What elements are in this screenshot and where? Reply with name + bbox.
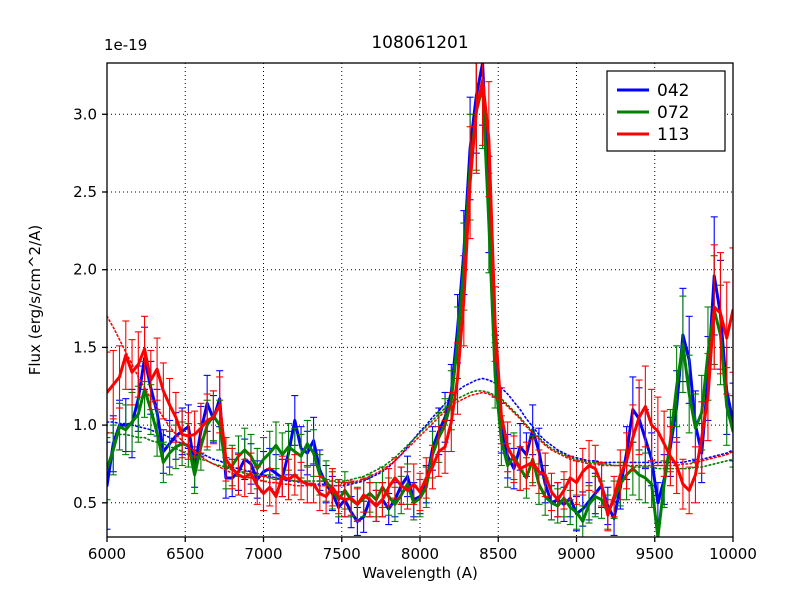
y-tick-label: 1.0 [73,416,97,434]
legend-item-072[interactable]: 072 [617,103,689,123]
x-tick-label: 6500 [166,545,204,563]
legend-label-042: 042 [657,81,689,101]
legend-label-113: 113 [657,125,689,145]
y-axis-offset-label: 1e-19 [104,36,147,54]
x-tick-label: 10000 [709,545,757,563]
y-tick-label: 3.0 [73,105,97,123]
page-title: 108061201 [371,33,468,53]
tick-labels: 6000 6500 7000 7500 8000 8500 9000 9500 10000 0.5… [73,105,757,563]
legend-label-072: 072 [657,103,689,123]
x-tick-label: 9000 [557,545,595,563]
spectrum-line-113 [107,78,733,517]
x-tick-label: 8500 [479,545,517,563]
y-axis-label: Flux (erg/s/cm^2/A) [26,225,44,376]
y-tick-label: 0.5 [73,494,97,512]
model-curve-113 [107,315,733,487]
legend-item-042[interactable]: 042 [617,81,689,101]
x-tick-label: 7500 [323,545,361,563]
y-tick-label: 2.5 [73,183,97,201]
x-tick-label: 9500 [636,545,674,563]
grid-layer [107,63,733,537]
legend-item-113[interactable]: 113 [617,125,689,145]
model-curve-042 [107,377,733,487]
x-tick-label: 8000 [401,545,439,563]
tick-marks [102,113,734,542]
series-113 [107,63,733,532]
y-tick-label: 2.0 [73,261,97,279]
x-tick-label: 6000 [88,545,126,563]
x-tick-label: 7000 [244,545,282,563]
y-tick-label: 1.5 [73,338,97,356]
x-axis-label: Wavelength (A) [362,564,478,582]
data-layer [107,63,733,537]
